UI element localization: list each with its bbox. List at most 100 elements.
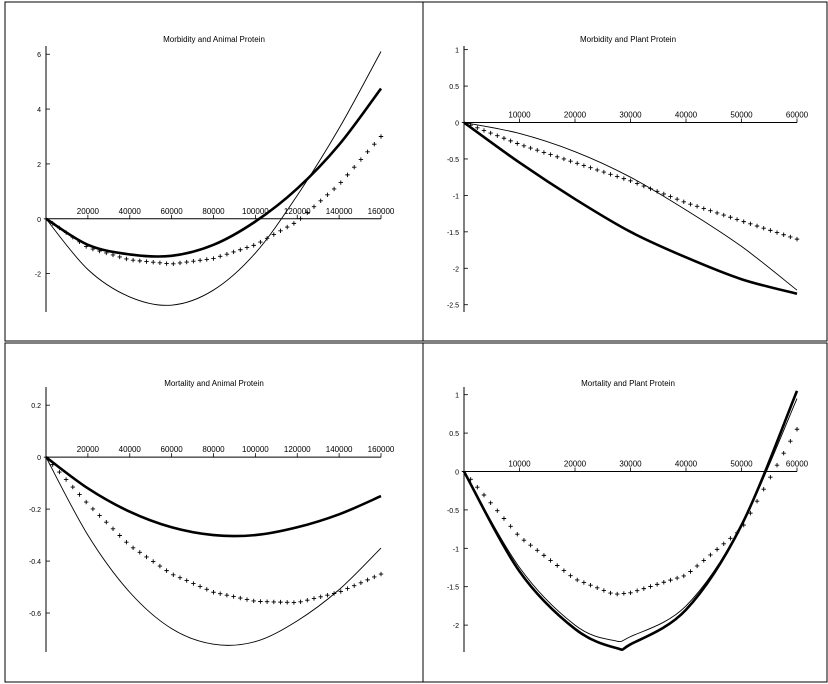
data-point xyxy=(588,582,593,588)
series-line-thin xyxy=(45,51,382,306)
data-point xyxy=(285,224,290,230)
data-point xyxy=(177,260,183,266)
data-point xyxy=(50,462,55,467)
data-point xyxy=(144,554,149,560)
chart-panel-3: Mortality and Animal Protein 20000 40000 60… xyxy=(29,379,395,652)
data-point xyxy=(137,550,142,555)
data-point xyxy=(515,531,520,537)
data-point xyxy=(211,590,216,595)
data-point xyxy=(628,178,633,184)
data-point xyxy=(251,243,256,248)
data-point xyxy=(568,158,573,164)
x-tick-label: 30000 xyxy=(619,111,642,120)
data-point xyxy=(468,477,473,482)
x-tick-label: 160000 xyxy=(368,207,395,216)
data-point xyxy=(541,553,547,558)
data-point xyxy=(365,577,370,583)
data-point xyxy=(781,232,786,237)
x-tick-label: 50000 xyxy=(730,459,753,468)
data-point xyxy=(43,216,49,221)
data-point xyxy=(218,591,223,596)
x-tick-label: 20000 xyxy=(77,445,100,454)
x-tick-label: 40000 xyxy=(119,207,142,216)
series-line-thick xyxy=(463,121,798,296)
series-line-thick xyxy=(462,390,799,652)
data-point xyxy=(628,590,633,596)
data-point xyxy=(331,186,337,192)
data-point xyxy=(211,256,216,261)
data-point xyxy=(521,143,527,149)
panel-border-2 xyxy=(422,1,828,342)
data-point xyxy=(461,120,467,125)
series-plus xyxy=(461,427,800,597)
data-point xyxy=(788,234,793,240)
y-tick-label: 6 xyxy=(37,52,41,59)
data-point xyxy=(197,258,203,263)
data-point xyxy=(191,258,196,264)
series-line-thick xyxy=(45,456,382,538)
data-point xyxy=(278,599,283,605)
panel-border-3 xyxy=(4,342,424,683)
data-point xyxy=(271,232,276,237)
data-point xyxy=(781,451,786,456)
data-point xyxy=(555,154,560,159)
data-point xyxy=(495,133,500,138)
data-point xyxy=(345,586,350,591)
data-point xyxy=(144,259,149,264)
data-point xyxy=(197,584,203,589)
y-tick-label: 2 xyxy=(37,162,41,169)
data-point xyxy=(668,577,673,583)
data-point xyxy=(728,536,733,541)
data-point xyxy=(794,236,800,242)
x-tick-label: 60000 xyxy=(161,207,184,216)
data-point xyxy=(164,568,169,573)
data-point xyxy=(508,138,513,144)
data-point xyxy=(581,580,587,585)
data-point xyxy=(721,541,726,547)
data-point xyxy=(238,247,243,252)
data-point xyxy=(331,591,337,596)
data-point xyxy=(541,150,547,155)
y-tick-label: -0.6 xyxy=(29,611,41,618)
data-point xyxy=(271,599,276,605)
data-point xyxy=(568,573,573,578)
data-point xyxy=(298,216,303,221)
data-point xyxy=(734,530,740,535)
data-point xyxy=(57,469,62,475)
data-point xyxy=(358,580,364,585)
data-point xyxy=(708,552,713,558)
data-point xyxy=(258,599,263,604)
data-point xyxy=(63,477,69,482)
data-point xyxy=(204,257,209,262)
data-point xyxy=(104,520,109,525)
data-point xyxy=(688,569,693,574)
data-point xyxy=(608,590,613,596)
data-point xyxy=(50,221,55,226)
x-tick-label: 40000 xyxy=(119,445,142,454)
x-tick-label: 100000 xyxy=(242,445,269,454)
data-point xyxy=(528,145,533,151)
data-point xyxy=(688,201,693,207)
chart-title: Mortality and Animal Protein xyxy=(164,379,264,388)
data-point xyxy=(668,194,673,199)
data-point xyxy=(714,210,720,216)
data-point xyxy=(754,223,760,229)
series-line-thin xyxy=(45,456,382,646)
data-point xyxy=(621,176,627,181)
data-point xyxy=(714,547,720,552)
data-point xyxy=(251,598,256,604)
data-point xyxy=(365,149,370,155)
data-point xyxy=(701,206,706,211)
data-point xyxy=(634,181,640,186)
x-tick-label: 120000 xyxy=(284,445,311,454)
data-point xyxy=(352,583,357,588)
data-point xyxy=(601,169,607,175)
x-tick-label: 60000 xyxy=(161,445,184,454)
data-point xyxy=(224,251,230,257)
data-point xyxy=(761,486,766,492)
data-point xyxy=(648,186,653,191)
data-point xyxy=(561,568,567,573)
data-point xyxy=(171,261,176,266)
data-point xyxy=(575,577,580,583)
y-tick-label: 0 xyxy=(455,121,459,128)
